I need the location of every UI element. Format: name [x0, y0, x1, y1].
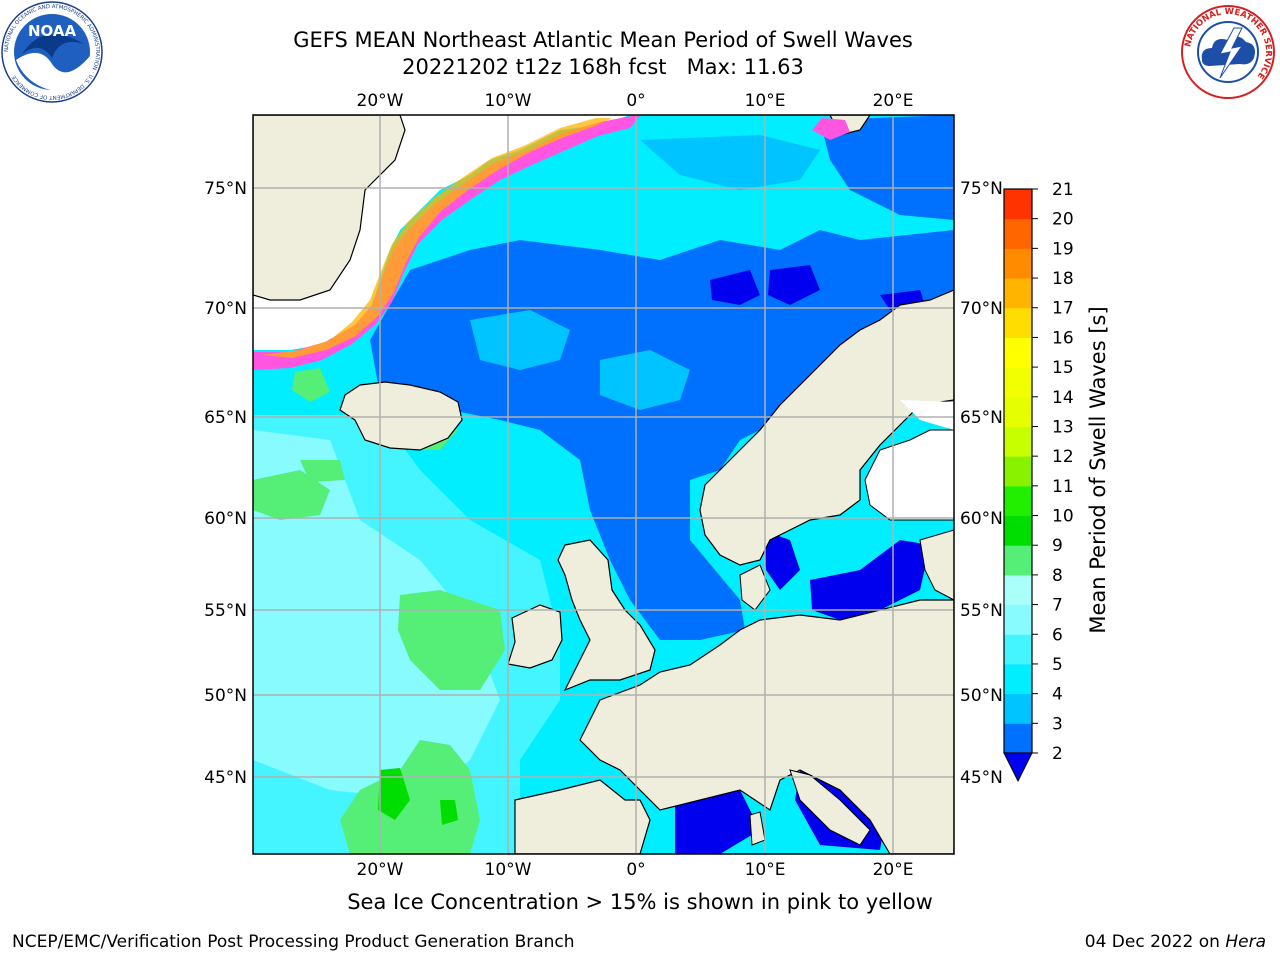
colorbar-swatch — [1004, 248, 1032, 279]
noaa-logo: NOAA NATIONAL OCEANIC AND ATMOSPHERIC AD… — [1, 1, 103, 103]
graticule — [253, 115, 954, 854]
colorbar-swatch — [1004, 485, 1032, 517]
lat-tick-right: 60°N — [960, 509, 1003, 529]
colorbar-swatch — [1004, 307, 1032, 338]
sea-ice-note-text: Sea Ice Concentration > 15% is shown in … — [347, 890, 933, 914]
lat-tick-right: 50°N — [960, 686, 1003, 706]
colorbar-swatch — [1004, 723, 1032, 754]
lat-tick-left: 50°N — [204, 686, 247, 706]
colorbar-tick-label: 4 — [1052, 685, 1063, 705]
map-title: GEFS MEAN Northeast Atlantic Mean Period… — [293, 28, 913, 52]
colorbar-swatch — [1004, 396, 1032, 427]
date-text: 04 Dec 2022 on — [1084, 932, 1220, 952]
colorbar-label: Mean Period of Swell Waves [s] — [1086, 306, 1110, 634]
credit-line: NCEP/EMC/Verification Post Processing Pr… — [12, 932, 575, 952]
colorbar-swatch — [1004, 693, 1032, 724]
lon-tick-top: 10°E — [745, 91, 786, 111]
lon-tick-top: 20°W — [357, 91, 404, 111]
lat-tick-left: 45°N — [204, 768, 247, 788]
colorbar-swatch — [1004, 663, 1032, 695]
colorbar-tick-label: 9 — [1052, 536, 1063, 556]
colorbar-tick-label: 20 — [1052, 210, 1074, 230]
colorbar: 2 3 4 5 6 7 8 9 10 11 12 13 14 15 16 17 18 19 20 21 — [1003, 180, 1074, 783]
lon-tick-bottom: 10°E — [745, 860, 786, 880]
colorbar-swatch — [1004, 337, 1032, 368]
date-line: 04 Dec 2022 on Hera — [1085, 932, 1266, 952]
colorbar-tick-label: 15 — [1052, 358, 1074, 378]
colorbar-tick-label: 11 — [1052, 477, 1074, 497]
colorbar-tick-label: 10 — [1052, 507, 1074, 527]
colorbar-tick-label: 6 — [1052, 625, 1063, 645]
colorbar-swatch — [1004, 604, 1032, 635]
lat-tick-left: 70°N — [204, 299, 247, 319]
map-frame — [252, 114, 955, 855]
lon-tick-top: 20°E — [873, 91, 914, 111]
lat-tick-right: 65°N — [960, 408, 1003, 428]
lat-tick-right: 45°N — [960, 768, 1003, 788]
nws-logo: NATIONAL WEATHER SERVICE — [1181, 5, 1275, 99]
lat-tick-right: 70°N — [960, 299, 1003, 319]
colorbar-tick-label: 12 — [1052, 447, 1074, 467]
lon-tick-bottom: 20°E — [873, 860, 914, 880]
colorbar-swatch — [1004, 515, 1032, 546]
lat-tick-left: 65°N — [204, 408, 247, 428]
colorbar-swatch — [1004, 545, 1032, 576]
colorbar-swatch — [1004, 367, 1032, 398]
colorbar-tick-label: 14 — [1052, 388, 1074, 408]
colorbar-tick-label: 7 — [1052, 596, 1063, 616]
colorbar-swatch — [1004, 218, 1032, 249]
colorbar-tick-label: 3 — [1052, 714, 1063, 734]
colorbar-tick-label: 8 — [1052, 566, 1063, 586]
colorbar-swatch — [1004, 189, 1032, 220]
lon-tick-bottom: 20°W — [357, 860, 404, 880]
map-area — [253, 115, 954, 854]
lat-tick-right: 75°N — [960, 179, 1003, 199]
colorbar-tick-label: 21 — [1052, 180, 1074, 200]
machine-name: Hera — [1225, 932, 1266, 952]
colorbar-tick-label: 2 — [1052, 744, 1063, 764]
colorbar-tick-label: 19 — [1052, 239, 1074, 259]
colorbar-swatch — [1004, 456, 1032, 487]
lon-tick-top: 10°W — [485, 91, 532, 111]
lat-tick-left: 55°N — [204, 601, 247, 621]
lat-tick-left: 60°N — [204, 509, 247, 529]
colorbar-swatch — [1004, 278, 1032, 309]
map-subtitle: 20221202 t12z 168h fcst Max: 11.63 — [402, 55, 804, 79]
colorbar-extend-arrow — [1003, 752, 1033, 783]
lat-tick-right: 55°N — [960, 601, 1003, 621]
lon-tick-bottom: 0° — [626, 860, 645, 880]
sea-ice-note: Sea Ice Concentration > 15% is shown in … — [0, 890, 1280, 914]
colorbar-swatch — [1004, 574, 1032, 606]
noaa-logo-text: NOAA — [28, 22, 77, 40]
colorbar-tick-label: 18 — [1052, 269, 1074, 289]
colorbar-tick-label: 5 — [1052, 655, 1063, 675]
colorbar-swatch — [1004, 426, 1032, 457]
colorbar-frame — [1003, 188, 1033, 754]
colorbar-tick-label: 13 — [1052, 417, 1074, 437]
lon-tick-bottom: 10°W — [485, 860, 532, 880]
colorbar-swatch — [1004, 634, 1032, 665]
lon-tick-top: 0° — [626, 91, 645, 111]
lat-tick-left: 75°N — [204, 179, 247, 199]
colorbar-tick-label: 17 — [1052, 299, 1074, 319]
colorbar-tick-label: 16 — [1052, 328, 1074, 348]
